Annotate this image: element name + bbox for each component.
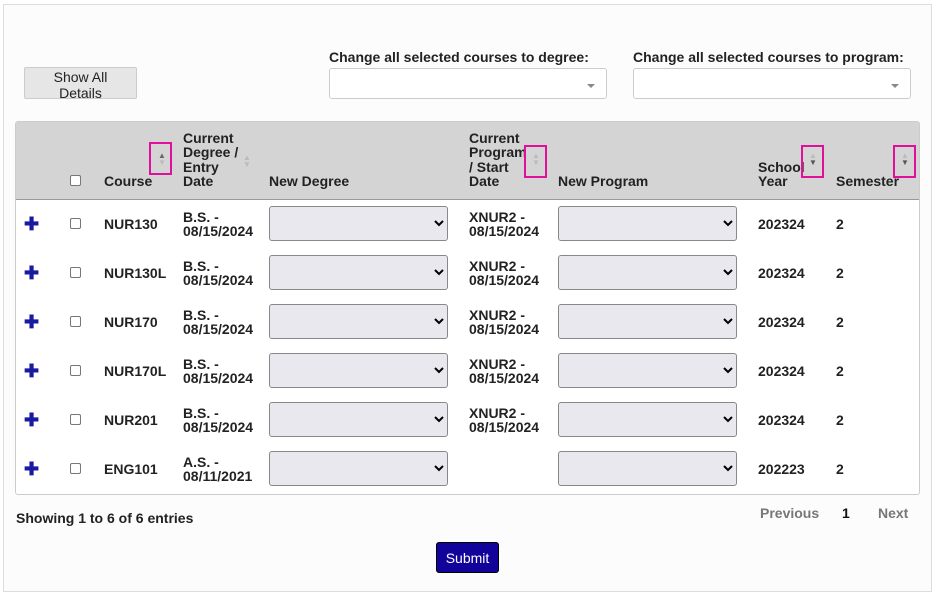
school-year-cell: 202324: [758, 411, 805, 428]
current-program-cell: [469, 444, 558, 493]
row-checkbox[interactable]: [70, 315, 81, 327]
header-label: Course: [104, 173, 153, 189]
table-row: ✚ NUR170 B.S. - 08/15/2024 XNUR2 - 08/15…: [16, 297, 919, 346]
semester-cell: 2: [836, 362, 844, 379]
show-all-details-button[interactable]: Show All Details: [24, 67, 137, 101]
semester-cell: 2: [836, 313, 844, 330]
table-row: ✚ ENG101 A.S. - 08/11/2021 202223 2: [16, 444, 919, 493]
select-all-header: [61, 122, 104, 200]
school-year-cell: 202324: [758, 313, 805, 330]
current-program-cell: XNUR2 - 08/15/2024: [469, 404, 540, 435]
sort-icon[interactable]: ▲ ▼: [901, 151, 909, 167]
expand-header: [16, 122, 61, 200]
header-current-program[interactable]: Current Program / Start Date ▲ ▼: [469, 122, 558, 200]
highlight-box: [801, 145, 824, 178]
header-label: School Year: [758, 158, 805, 189]
program-bulk-label: Change all selected courses to program:: [633, 49, 904, 65]
expand-icon[interactable]: ✚: [24, 360, 40, 381]
table-row: ✚ NUR130L B.S. - 08/15/2024 XNUR2 - 08/1…: [16, 248, 919, 297]
semester-cell: 2: [836, 411, 844, 428]
table-row: ✚ NUR170L B.S. - 08/15/2024 XNUR2 - 08/1…: [16, 346, 919, 395]
new-program-select[interactable]: [558, 451, 737, 486]
row-checkbox[interactable]: [70, 266, 81, 278]
expand-icon[interactable]: ✚: [24, 311, 40, 332]
new-program-select[interactable]: [558, 353, 737, 388]
entries-info: Showing 1 to 6 of 6 entries: [16, 510, 194, 526]
new-program-select[interactable]: [558, 255, 737, 290]
current-degree-cell: B.S. - 08/15/2024: [183, 306, 254, 337]
degree-bulk-select[interactable]: [329, 68, 607, 99]
header-new-degree: New Degree: [269, 122, 469, 200]
course-cell: ENG101: [104, 460, 158, 477]
select-all-checkbox[interactable]: [70, 175, 81, 186]
expand-icon[interactable]: ✚: [24, 409, 40, 430]
header-label: Semester: [836, 173, 900, 189]
course-cell: NUR130: [104, 215, 158, 232]
semester-cell: 2: [836, 460, 844, 477]
new-degree-select[interactable]: [269, 255, 448, 290]
new-degree-select[interactable]: [269, 451, 448, 486]
course-cell: NUR201: [104, 411, 158, 428]
courses-table: Course ▲ ▼ Current Degree / Entry Date ▲ ▼ N…: [15, 121, 920, 495]
header-label: Current Program / Start Date: [469, 129, 527, 189]
header-school-year[interactable]: School Year ▲ ▼: [758, 122, 836, 200]
expand-icon[interactable]: ✚: [24, 213, 40, 234]
row-checkbox[interactable]: [70, 364, 81, 376]
semester-cell: 2: [836, 264, 844, 281]
header-semester[interactable]: Semester ▲ ▼: [836, 122, 919, 200]
school-year-cell: 202324: [758, 362, 805, 379]
next-button[interactable]: Next: [878, 505, 909, 521]
highlight-box: [149, 142, 172, 175]
header-label: Current Degree / Entry Date: [183, 129, 239, 189]
school-year-cell: 202324: [758, 215, 805, 232]
header-new-program: New Program: [558, 122, 758, 200]
course-cell: NUR130L: [104, 264, 167, 281]
current-degree-cell: A.S. - 08/11/2021: [183, 453, 253, 484]
row-checkbox[interactable]: [70, 413, 81, 425]
current-program-cell: XNUR2 - 08/15/2024: [469, 257, 540, 288]
course-cell: NUR170L: [104, 362, 167, 379]
current-degree-cell: B.S. - 08/15/2024: [183, 208, 254, 239]
previous-button[interactable]: Previous: [760, 505, 820, 521]
school-year-cell: 202324: [758, 264, 805, 281]
new-degree-select[interactable]: [269, 206, 448, 242]
new-program-select[interactable]: [558, 402, 737, 437]
current-degree-cell: B.S. - 08/15/2024: [183, 404, 254, 435]
course-cell: NUR170: [104, 313, 158, 330]
current-program-cell: XNUR2 - 08/15/2024: [469, 306, 540, 337]
current-program-cell: XNUR2 - 08/15/2024: [469, 355, 540, 386]
highlight-box: [524, 145, 547, 178]
expand-icon[interactable]: ✚: [24, 262, 40, 283]
page-1-button[interactable]: 1: [842, 505, 850, 521]
current-degree-cell: B.S. - 08/15/2024: [183, 355, 254, 386]
degree-bulk-label: Change all selected courses to degree:: [329, 49, 589, 65]
current-degree-cell: B.S. - 08/15/2024: [183, 257, 254, 288]
sort-icon[interactable]: ▲ ▼: [532, 151, 540, 167]
row-checkbox[interactable]: [70, 217, 81, 229]
table-row: ✚ NUR130 B.S. - 08/15/2024 XNUR2 - 08/15…: [16, 199, 919, 248]
sort-icon[interactable]: ▲ ▼: [809, 151, 817, 167]
new-degree-select[interactable]: [269, 402, 448, 437]
expand-icon[interactable]: ✚: [24, 458, 40, 479]
header-course[interactable]: Course ▲ ▼: [104, 122, 183, 200]
sort-icon[interactable]: ▲ ▼: [243, 153, 251, 169]
current-program-cell: XNUR2 - 08/15/2024: [469, 208, 540, 239]
submit-button[interactable]: Submit: [436, 542, 499, 573]
table-row: ✚ NUR201 B.S. - 08/15/2024 XNUR2 - 08/15…: [16, 395, 919, 444]
new-degree-select[interactable]: [269, 353, 448, 388]
new-program-select[interactable]: [558, 304, 737, 339]
program-bulk-select[interactable]: [633, 68, 911, 99]
sort-icon[interactable]: ▲ ▼: [158, 151, 166, 167]
header-current-degree[interactable]: Current Degree / Entry Date ▲ ▼: [183, 122, 269, 200]
school-year-cell: 202223: [758, 460, 805, 477]
row-checkbox[interactable]: [70, 462, 81, 474]
new-program-select[interactable]: [558, 206, 737, 242]
highlight-box: [893, 145, 916, 178]
semester-cell: 2: [836, 215, 844, 232]
new-degree-select[interactable]: [269, 304, 448, 339]
